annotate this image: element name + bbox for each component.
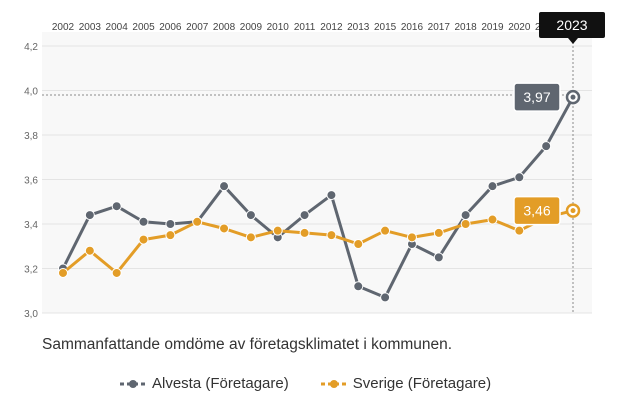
data-point (380, 225, 391, 236)
legend-sverige-label: Sverige (Företagare) (352, 375, 492, 392)
data-point (433, 227, 444, 238)
data-point (380, 292, 391, 303)
data-point (326, 190, 337, 201)
data-point (192, 216, 203, 227)
x-tick-label: 2016 (401, 22, 424, 33)
data-point (299, 227, 310, 238)
x-tick-label: 2004 (106, 22, 129, 33)
data-point (460, 210, 471, 221)
data-point (406, 232, 417, 243)
x-tick-label: 2011 (294, 22, 316, 33)
data-point (514, 225, 525, 236)
data-point (433, 252, 444, 263)
highlight-year-pointer (568, 38, 578, 44)
end-value-label-0: 3,97 (523, 89, 550, 105)
data-point (245, 210, 256, 221)
data-point (460, 219, 471, 229)
series-end-point-core-1 (570, 208, 576, 214)
y-tick-label: 3,6 (24, 176, 38, 187)
data-point (514, 172, 525, 183)
data-point (138, 234, 149, 245)
x-tick-label: 2015 (374, 22, 397, 33)
legend-alvesta-label: Alvesta (Företagare) (152, 375, 289, 392)
data-point (299, 210, 310, 221)
x-tick-label: 2002 (52, 22, 75, 33)
y-tick-label: 3,4 (24, 220, 38, 231)
data-point (326, 230, 337, 241)
data-point (487, 181, 498, 192)
y-tick-label: 3,0 (24, 309, 38, 320)
x-tick-label: 2013 (347, 22, 370, 33)
series-end-point-core-0 (570, 94, 576, 100)
data-point (219, 223, 230, 234)
x-tick-label: 2012 (320, 22, 343, 33)
end-value-box-0 (513, 82, 561, 112)
x-tick-label: 2017 (428, 22, 451, 33)
data-point (84, 245, 95, 256)
data-point (58, 267, 68, 278)
data-point (487, 214, 498, 225)
data-point (245, 232, 256, 243)
y-tick-label: 3,2 (24, 265, 38, 276)
x-tick-label: 2009 (240, 22, 263, 33)
data-point (353, 281, 364, 292)
legend-item-sverige[interactable]: Sverige (Företagare) (320, 375, 492, 392)
y-tick-label: 4,0 (24, 87, 38, 98)
data-point (219, 181, 230, 192)
data-point (165, 219, 176, 229)
data-point (111, 267, 122, 278)
data-point (165, 230, 176, 241)
line-chart: 3,0 3,2 3,4 3,6 3,8 4,0 4,2 2002 2003 2004 2005 200… (24, 12, 605, 320)
x-tick-label: 2020 (508, 22, 531, 33)
data-point (272, 225, 283, 236)
x-tick-label: 2005 (132, 22, 155, 33)
legend-sverige-swatch (320, 379, 347, 388)
x-tick-label: 2008 (213, 22, 236, 33)
end-value-label-1: 3,46 (523, 203, 550, 219)
x-tick-label: 2006 (159, 22, 182, 33)
data-point (111, 201, 122, 212)
data-point (84, 210, 95, 221)
y-tick-label: 3,8 (24, 131, 38, 142)
x-tick-label: 2010 (267, 22, 290, 33)
plot-area (42, 32, 592, 313)
x-tick-label: 2003 (79, 22, 102, 33)
legend-item-alvesta[interactable]: Alvesta (Företagare) (120, 375, 289, 392)
legend-alvesta-swatch (120, 379, 146, 388)
y-tick-label: 4,2 (24, 42, 38, 53)
data-point (541, 141, 552, 152)
highlight-year-box (539, 12, 605, 38)
end-value-box-1 (513, 195, 561, 226)
x-tick-label: 2018 (455, 22, 478, 33)
data-point (353, 239, 364, 250)
chart-caption: Sammanfattande omdöme av företagsklimate… (42, 336, 453, 353)
legend: Alvesta (Företagare) Sverige (Företagare… (120, 375, 491, 392)
x-tick-label: 2007 (186, 22, 209, 33)
highlight-year-label: 2023 (556, 17, 587, 33)
x-tick-label: 2019 (481, 22, 504, 33)
data-point (138, 216, 149, 227)
